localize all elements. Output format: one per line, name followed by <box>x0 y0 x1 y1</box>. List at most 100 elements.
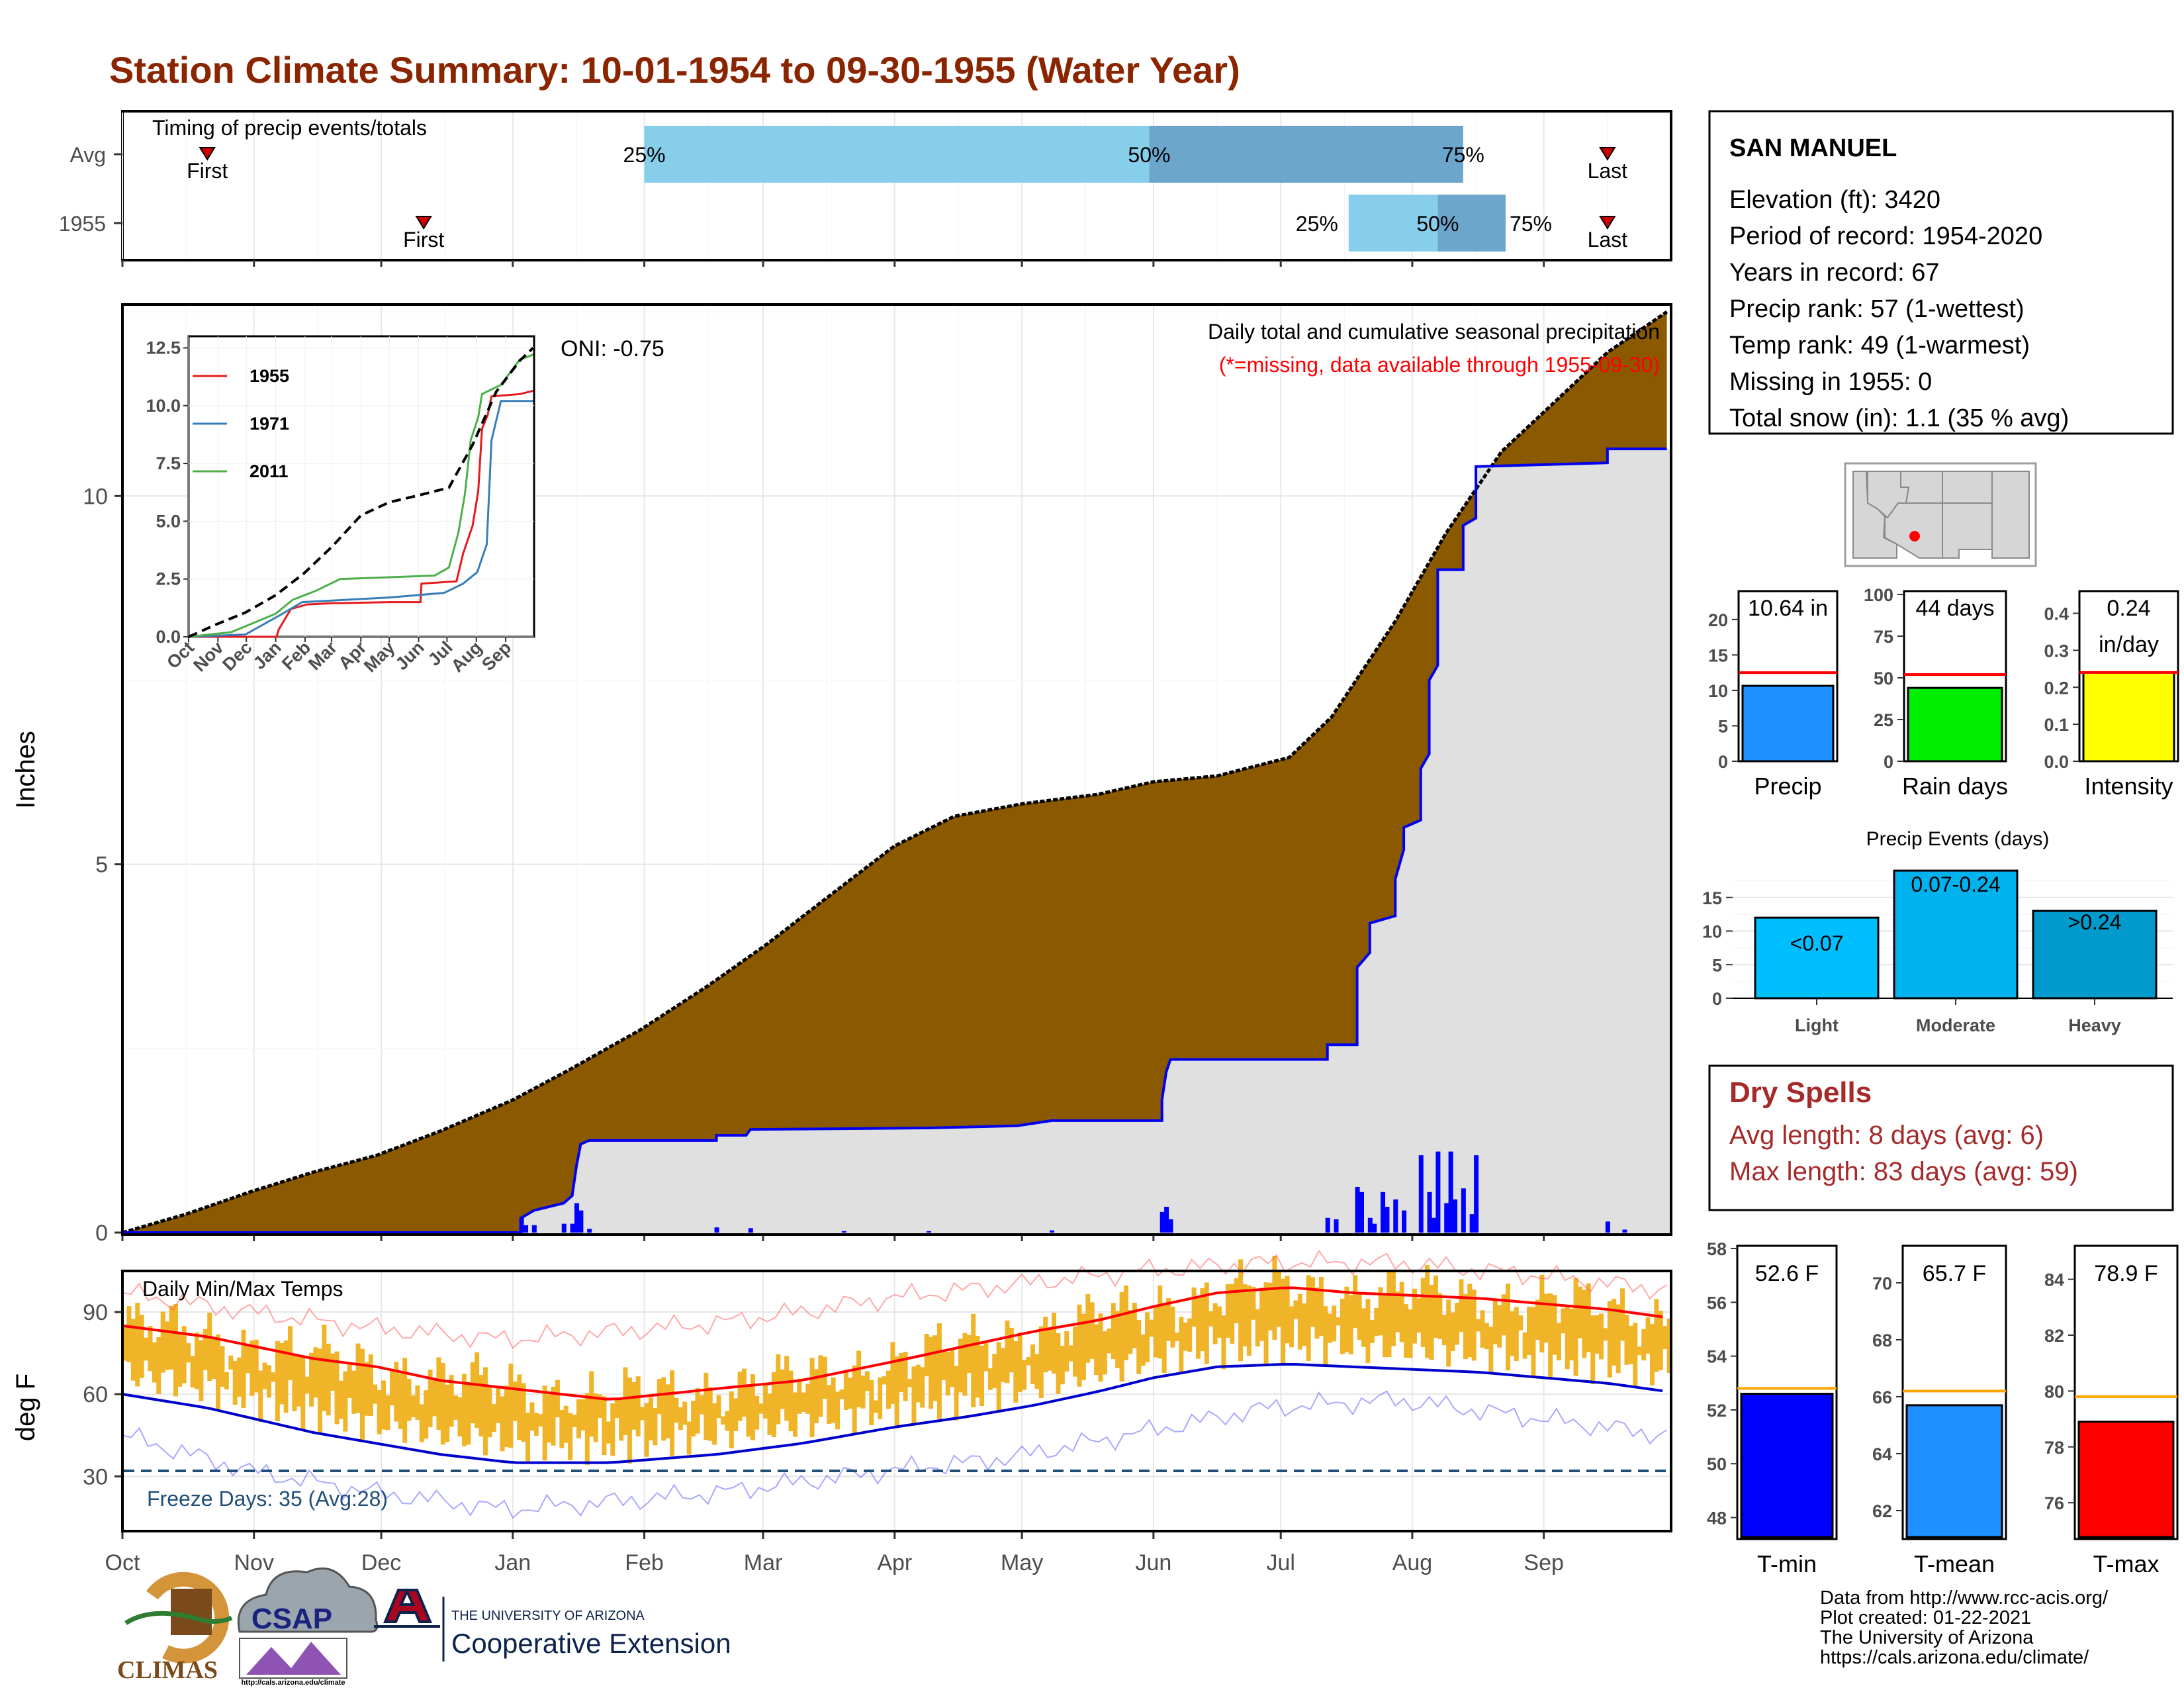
temp-daily-bar <box>1212 1303 1218 1344</box>
summary-ytick-label: 20 <box>1708 610 1728 630</box>
events-category-label: Light <box>1795 1015 1839 1035</box>
temp-daily-bar <box>165 1321 170 1370</box>
temp-daily-bar <box>216 1334 221 1410</box>
temp-daily-bar <box>958 1338 963 1393</box>
temp-daily-bar <box>250 1340 255 1396</box>
temp-daily-bar <box>385 1395 390 1430</box>
temp-daily-bar <box>1336 1317 1341 1326</box>
precip-daily-bar <box>1160 1211 1165 1233</box>
temp-daily-bar <box>920 1367 925 1408</box>
summary-value-label2: in/day <box>2099 632 2159 657</box>
temp-label: Daily Min/Max Temps <box>142 1277 343 1301</box>
temp-avg-min-line <box>122 1362 1663 1464</box>
precip-daily-bar <box>1444 1203 1449 1233</box>
summary-ytick-label: 0.1 <box>2044 715 2069 735</box>
temp-frame <box>121 1270 1672 1532</box>
temp-panel: 30 60 90 Daily Min/Max Temps Freeze Days: … <box>11 1249 1672 1575</box>
temp-daily-bar <box>122 1325 128 1361</box>
temp-bar-value-label: 52.6 F <box>1755 1261 1819 1286</box>
ua-block-a <box>383 1588 432 1623</box>
month-axis-labels: Oct Nov Dec Jan Feb Mar Apr May Jun Jul Aug Sep <box>105 1550 1564 1575</box>
temp-bar-ytick-label: 70 <box>1872 1274 1892 1293</box>
timing-marker-label: Last <box>1588 159 1628 183</box>
temp-daily-bar <box>954 1366 959 1421</box>
station-location-dot <box>1909 531 1920 541</box>
summary-ytick-label: 100 <box>1864 585 1893 605</box>
temp-daily-bar <box>1514 1307 1519 1361</box>
dry-spells-max: Max length: 83 days (avg: 59) <box>1729 1157 2078 1186</box>
temp-daily-bar <box>1314 1287 1320 1339</box>
temp-daily-bar <box>1488 1327 1494 1373</box>
summary-bar <box>1741 684 1835 763</box>
temp-daily-bar <box>1569 1308 1574 1361</box>
csap-url: http://cals.arizona.edu/climate <box>241 1679 345 1687</box>
month-label: Jul <box>1266 1550 1295 1575</box>
inset-legend-label: 2011 <box>250 461 289 481</box>
temp-daily-bar <box>1390 1271 1396 1346</box>
temp-daily-bar <box>232 1360 238 1405</box>
temp-daily-bar <box>347 1362 352 1398</box>
precip-content <box>122 310 1671 1235</box>
summary-ytick-label: 0.2 <box>2044 678 2069 698</box>
temp-daily-bar <box>355 1343 361 1413</box>
summary-bar <box>2082 671 2175 763</box>
temp-daily-bar <box>983 1342 989 1372</box>
temp-daily-bar <box>623 1367 628 1435</box>
temp-daily-bar <box>1344 1286 1349 1352</box>
precip-avg-line <box>122 310 1668 1235</box>
temp-daily-bar <box>1187 1318 1193 1352</box>
temp-daily-bar <box>1501 1294 1506 1336</box>
temp-daily-bar <box>1281 1278 1286 1364</box>
precip-daily-bar <box>1359 1192 1364 1233</box>
temp-bar-label: T-mean <box>1914 1550 1995 1577</box>
temp-daily-bar <box>415 1385 420 1420</box>
summary-ytick-label: 25 <box>1874 710 1893 730</box>
temp-daily-bar <box>686 1421 692 1455</box>
temp-daily-bar <box>589 1371 594 1437</box>
precip-daily-bar <box>523 1225 529 1233</box>
temp-daily-bar <box>1505 1284 1510 1371</box>
temp-daily-bar <box>899 1352 904 1392</box>
temp-daily-bar <box>228 1355 234 1370</box>
temp-bar-label: T-min <box>1757 1550 1817 1577</box>
temp-daily-bar <box>1399 1282 1404 1342</box>
temp-daily-bar <box>640 1407 645 1421</box>
temp-daily-bar <box>241 1329 246 1408</box>
temp-daily-bar <box>1161 1305 1167 1374</box>
precip-daily-bar <box>1461 1188 1466 1233</box>
summary-bar-label: Rain days <box>1902 773 2008 800</box>
summary-ytick-label: 0.3 <box>2044 641 2069 661</box>
temp-daily-bar <box>351 1370 357 1414</box>
events-ytick-label: 5 <box>1712 955 1722 975</box>
temp-daily-bar <box>936 1323 942 1419</box>
temp-daily-bar <box>699 1395 704 1415</box>
precip-daily-bar <box>1427 1192 1432 1233</box>
inset-ytick-label: 2.5 <box>156 569 181 589</box>
temp-daily-bar <box>144 1337 149 1361</box>
temp-daily-bar <box>767 1393 772 1435</box>
precip-daily-bar <box>1418 1155 1424 1233</box>
temp-daily-bar <box>1476 1319 1481 1332</box>
map-colorado <box>1942 471 1993 504</box>
temp-daily-bar <box>1603 1328 1608 1341</box>
temp-daily-bar <box>1357 1292 1362 1340</box>
temp-daily-bar <box>1242 1284 1248 1346</box>
temp-daily-bar <box>169 1305 174 1370</box>
temp-daily-bar <box>682 1401 688 1425</box>
temp-bar-ytick-label: 62 <box>1872 1501 1892 1521</box>
summary-ytick-label: 10 <box>1708 681 1728 701</box>
station-info-line: Missing in 1955: 0 <box>1729 368 1932 396</box>
temp-daily-bar <box>1408 1309 1413 1358</box>
precip-events-panel: Precip Events (days) 0 5 10 15 <0.07 Light 0.0… <box>1702 828 2173 1035</box>
temp-daily-bar <box>1641 1329 1647 1361</box>
precip-daily-bar <box>1367 1217 1373 1233</box>
temp-daily-bar <box>746 1385 751 1437</box>
temp-daily-bar <box>334 1351 340 1425</box>
temp-daily-bar <box>1480 1310 1485 1348</box>
month-label: Aug <box>1392 1550 1433 1575</box>
precip-daily-bar <box>1372 1223 1377 1233</box>
temp-daily-bar <box>827 1385 832 1425</box>
temp-record-min-line <box>122 1390 1668 1519</box>
temp-daily-bar <box>275 1340 280 1422</box>
